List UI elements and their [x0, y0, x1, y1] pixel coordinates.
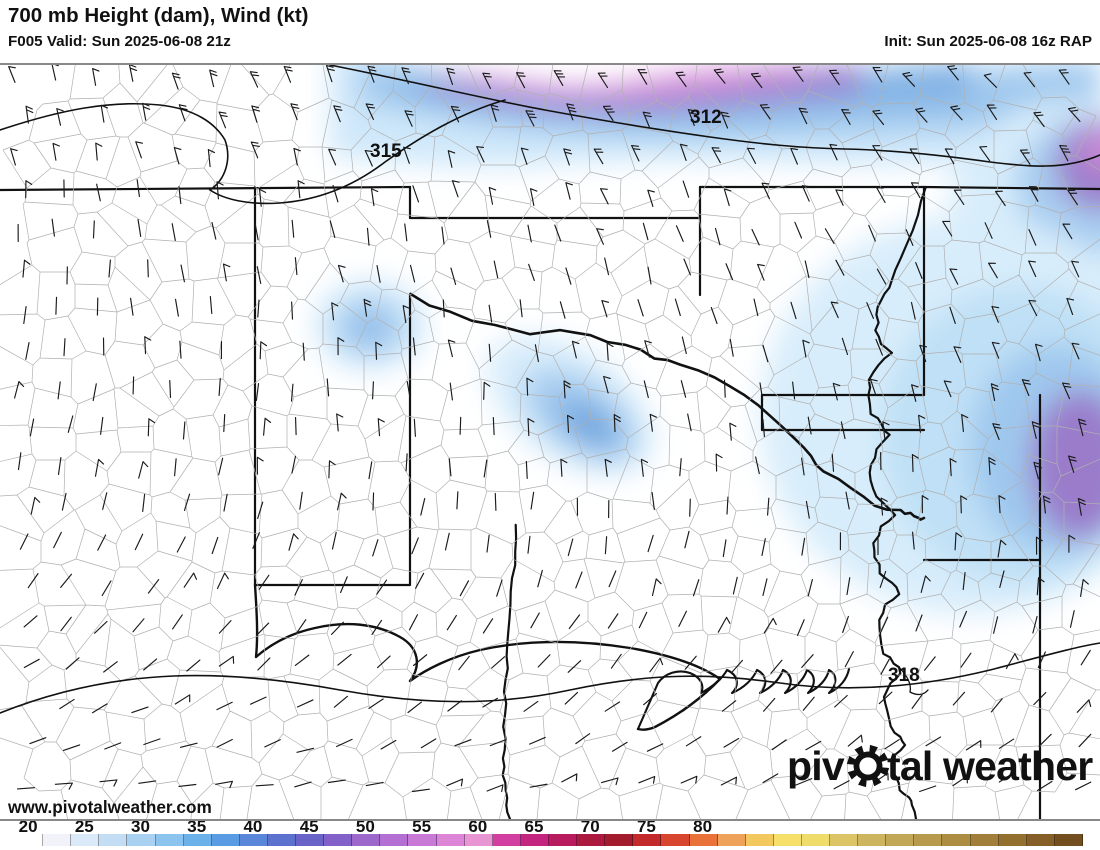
svg-text:318: 318	[888, 665, 920, 686]
svg-text:312: 312	[690, 107, 722, 128]
svg-text:tal weather: tal weather	[887, 743, 1093, 789]
svg-text:315: 315	[370, 141, 402, 162]
svg-text:piv: piv	[787, 743, 845, 789]
